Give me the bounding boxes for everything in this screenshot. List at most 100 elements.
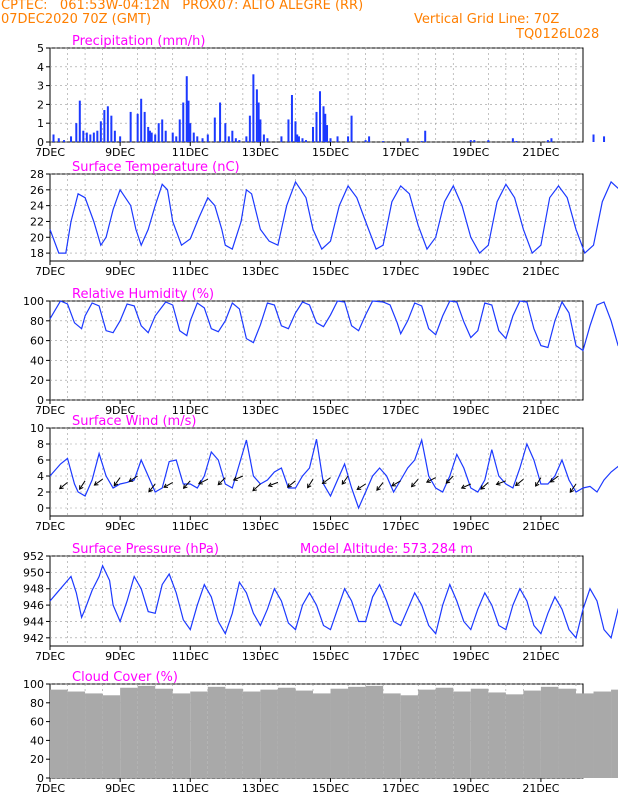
y-tick-label: 28	[30, 168, 44, 181]
x-tick-label: 9DEC	[105, 404, 135, 417]
bar	[85, 132, 88, 142]
panel-4: 0 2 4 6 8 10 7DEC 9DEC 11DEC 13DEC 15DEC 17DEC 19DEC…	[30, 414, 618, 533]
x-tick-label: 9DEC	[105, 520, 135, 533]
x-tick-label: 7DEC	[35, 782, 65, 795]
wind-arrow	[113, 477, 121, 486]
wind-arrow-head	[58, 484, 64, 490]
bar	[406, 138, 409, 142]
bar	[201, 138, 204, 142]
x-tick-label: 15DEC	[312, 404, 349, 417]
wind-arrow-head	[267, 482, 273, 488]
x-tick-label: 17DEC	[382, 650, 419, 663]
bar	[196, 136, 199, 142]
wind-arrow-head	[480, 485, 485, 490]
bar	[171, 132, 174, 142]
x-tick-label: 11DEC	[172, 146, 209, 159]
x-tick-label: 13DEC	[242, 650, 279, 663]
wind-arrow	[94, 478, 103, 486]
x-tick-label: 11DEC	[172, 404, 209, 417]
wind-arrow	[252, 483, 261, 492]
x-tick-label: 7DEC	[35, 146, 65, 159]
wind-arrow	[426, 477, 436, 483]
bar	[67, 691, 86, 778]
bar	[206, 134, 209, 142]
y-tick-label: 18	[30, 247, 44, 260]
bar	[418, 689, 436, 778]
y-tick-label: 0	[37, 394, 44, 407]
bar	[190, 691, 208, 778]
x-tick-label: 19DEC	[452, 520, 489, 533]
bar	[89, 134, 92, 142]
bar	[129, 111, 132, 142]
x-tick-label: 13DEC	[242, 782, 279, 795]
wind-arrow	[376, 482, 384, 491]
date-line: 07DEC2020 70Z (GMT)	[1, 12, 152, 27]
wind-arrow	[496, 480, 507, 485]
y-tick-label: 944	[23, 615, 44, 628]
x-tick-label: 15DEC	[312, 520, 349, 533]
bar	[603, 136, 606, 142]
wind-arrow-head	[217, 480, 223, 486]
x-tick-label: 19DEC	[452, 404, 489, 417]
y-tick-label: 60	[30, 335, 44, 348]
bar	[593, 691, 612, 778]
bar	[99, 121, 102, 142]
x-tick-label: 17DEC	[382, 146, 419, 159]
wind-arrow	[198, 478, 209, 485]
y-tick-label: 80	[30, 315, 44, 328]
bar	[225, 688, 243, 778]
bar	[364, 140, 367, 142]
plot-frame	[49, 555, 584, 647]
wind-arrow	[307, 478, 314, 488]
wind-arrow-head	[128, 477, 134, 482]
location-line: CPTEC: 061:53W-04:12N PROX07: ALTO ALEGR…	[1, 0, 364, 13]
wind-arrow	[391, 480, 401, 487]
y-tick-label: 100	[23, 295, 44, 308]
bar	[178, 119, 181, 142]
panel-title: Relative Humidity (%)	[72, 287, 214, 302]
bar	[103, 110, 106, 142]
y-tick-label: 5	[37, 42, 44, 55]
wind-arrow-head	[391, 482, 397, 487]
wind-arrow	[569, 483, 577, 493]
bar	[453, 691, 471, 778]
bar	[157, 123, 160, 142]
panel-annotation: Model Altitude: 573.284 m	[300, 542, 473, 557]
panel-6: 0 20 40 60 80 100 7DEC 9DEC 11DEC 13DEC 15DEC 17DEC…	[23, 670, 618, 795]
bar	[324, 113, 327, 142]
bar	[280, 136, 283, 142]
bar	[234, 138, 237, 142]
wind-arrow	[128, 475, 138, 482]
y-tick-label: 1	[37, 117, 44, 130]
bar	[106, 106, 109, 142]
wind-arrow-head	[163, 483, 169, 488]
x-tick-label: 21DEC	[522, 782, 559, 795]
bar	[329, 138, 332, 142]
bar	[326, 125, 329, 142]
wind-arrow-head	[321, 479, 327, 485]
wind-arrow	[515, 478, 524, 486]
x-tick-label: 11DEC	[172, 782, 209, 795]
wind-arrow-head	[232, 476, 238, 482]
y-tick-label: 4	[37, 470, 44, 483]
y-tick-label: 0	[37, 772, 44, 785]
wind-arrow	[183, 480, 191, 489]
y-tick-label: 80	[30, 697, 44, 710]
y-tick-label: 22	[30, 215, 44, 228]
bar	[262, 134, 265, 142]
chart-header: CPTEC: 061:53W-04:12N PROX07: ALTO ALEGR…	[0, 0, 618, 46]
y-tick-label: 60	[30, 716, 44, 729]
bar	[148, 130, 151, 142]
bar	[113, 130, 116, 142]
bar	[187, 100, 190, 142]
bar	[550, 138, 553, 142]
bar	[119, 136, 122, 142]
bar	[185, 76, 188, 142]
bar	[540, 686, 559, 778]
code-label: TQ0126L028	[516, 27, 600, 42]
x-tick-label: 11DEC	[172, 265, 209, 278]
series-line	[49, 437, 618, 510]
wind-arrow	[461, 483, 471, 489]
wind-arrow-head	[445, 479, 451, 484]
x-tick-label: 7DEC	[35, 520, 65, 533]
